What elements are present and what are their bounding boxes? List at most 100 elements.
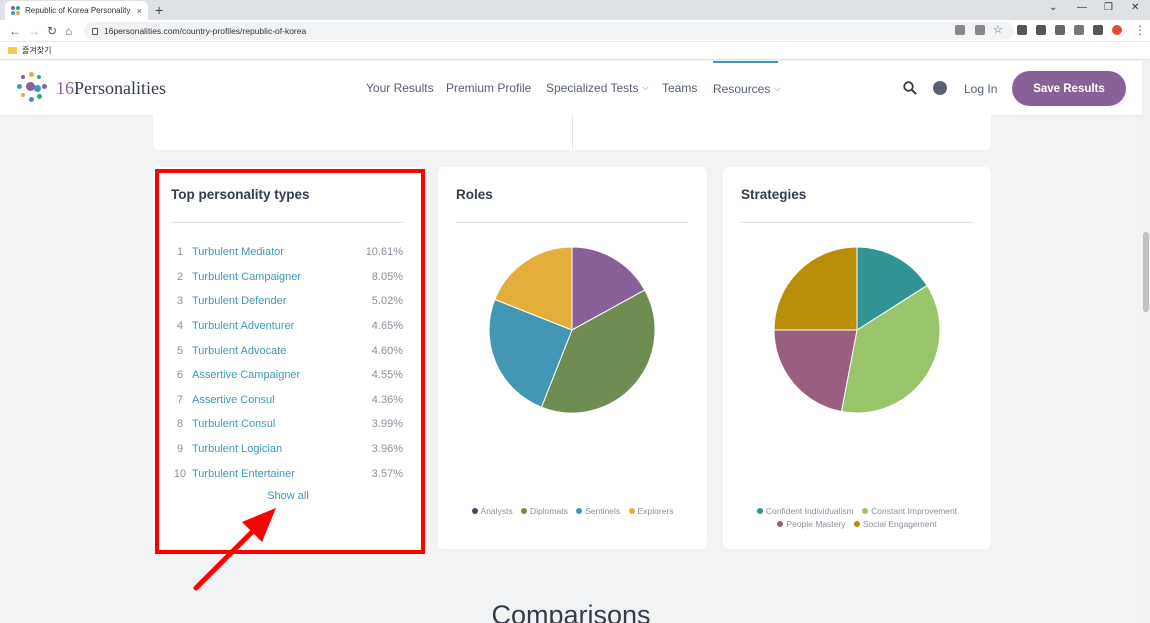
lock-icon <box>92 27 98 35</box>
nav-your-results[interactable]: Your Results <box>366 81 434 95</box>
type-link[interactable]: Turbulent Advocate <box>192 344 287 357</box>
pie-slice-confident-individualism <box>856 246 928 331</box>
type-percentage: 4.55% <box>371 369 403 382</box>
rank-number: 4 <box>176 320 184 333</box>
rank-number: 7 <box>176 393 184 406</box>
card-title: Top personality types <box>171 187 310 202</box>
scrollbar-thumb[interactable] <box>1143 232 1149 312</box>
search-icon[interactable] <box>903 81 917 95</box>
address-bar[interactable]: 16personalities.com/country-profiles/rep… <box>84 22 1014 40</box>
extension-2-icon[interactable] <box>1036 25 1046 35</box>
pie-slice-people-mastery <box>773 329 858 413</box>
chevron-down-icon: ⌵ <box>774 84 781 93</box>
globe-icon[interactable] <box>933 81 947 95</box>
roles-legend: Analysts Diplomats Sentinels Explorers <box>438 505 707 518</box>
minimize-icon[interactable]: — <box>1077 2 1087 13</box>
divider <box>741 222 973 223</box>
list-item[interactable]: 1 Turbulent Mediator 10.61% <box>169 240 403 265</box>
divider <box>456 222 688 223</box>
new-tab-icon[interactable]: + <box>155 2 164 18</box>
type-link[interactable]: Turbulent Campaigner <box>192 270 302 283</box>
type-percentage: 3.96% <box>371 443 403 456</box>
list-item[interactable]: 4 Turbulent Adventurer 4.65% <box>169 314 403 339</box>
divider <box>171 222 403 223</box>
bookmark-folder-label[interactable]: 즐겨찾기 <box>22 46 52 55</box>
type-link[interactable]: Turbulent Logician <box>192 443 283 456</box>
bookmark-star-icon[interactable]: ☆ <box>993 24 1003 36</box>
nav-resources[interactable]: Resources ⌵ <box>713 61 781 115</box>
legend-item-sentinels: Sentinels <box>576 505 620 518</box>
type-percentage: 3.99% <box>371 418 403 431</box>
side-panel-icon[interactable] <box>1093 25 1103 35</box>
rank-number: 8 <box>176 418 184 431</box>
legend-item-analysts: Analysts <box>471 505 513 518</box>
rank-number: 2 <box>176 270 184 283</box>
rank-number: 3 <box>176 295 184 308</box>
profile-avatar-icon[interactable] <box>1112 25 1122 35</box>
rank-number: 5 <box>176 344 184 357</box>
strategies-pie-chart <box>773 246 941 414</box>
type-percentage: 10.61% <box>365 246 403 259</box>
list-item[interactable]: 2 Turbulent Campaigner 8.05% <box>169 265 403 290</box>
back-icon[interactable]: ← <box>9 24 21 38</box>
type-percentage: 5.02% <box>371 295 403 308</box>
chevron-down-icon[interactable]: ⌄ <box>1049 2 1058 13</box>
type-link[interactable]: Turbulent Defender <box>192 295 287 308</box>
extension-1-icon[interactable] <box>1017 25 1027 35</box>
type-link[interactable]: Assertive Consul <box>192 393 275 406</box>
nav-premium-profile[interactable]: Premium Profile <box>446 81 532 95</box>
list-item[interactable]: 9 Turbulent Logician 3.96% <box>169 437 403 462</box>
folder-icon <box>8 47 17 54</box>
extensions-puzzle-icon[interactable] <box>1055 25 1065 35</box>
save-results-button[interactable]: Save Results <box>1012 71 1126 106</box>
list-item[interactable]: 10 Turbulent Entertainer 3.57% <box>169 461 403 486</box>
type-percentage: 8.05% <box>371 270 403 283</box>
forward-icon[interactable]: → <box>28 24 40 38</box>
browser-tab[interactable]: Republic of Korea Personality P × <box>5 1 148 20</box>
roles-card: Roles Analysts Diplomats Sentinels Explo… <box>438 167 707 549</box>
reading-list-icon[interactable] <box>1074 25 1084 35</box>
list-item[interactable]: 6 Assertive Campaigner 4.55% <box>169 363 403 388</box>
legend-item-constant-improvement: Constant Improvement <box>862 505 957 518</box>
translate-icon[interactable] <box>955 25 965 35</box>
brand-name[interactable]: 16Personalities <box>56 78 166 98</box>
rank-number: 9 <box>176 443 184 456</box>
nav-specialized-tests[interactable]: Specialized Tests ⌵ <box>546 81 649 95</box>
chevron-down-icon: ⌵ <box>642 83 649 92</box>
logo-icon[interactable] <box>17 72 50 105</box>
list-item[interactable]: 7 Assertive Consul 4.36% <box>169 388 403 413</box>
pie-slice-social-engagement <box>773 246 858 331</box>
menu-kebab-icon[interactable]: ⋮ <box>1134 23 1146 37</box>
window-close-icon[interactable]: ✕ <box>1131 2 1140 13</box>
tab-close-icon[interactable]: × <box>136 5 142 16</box>
strategies-legend: Confident Individualism Constant Improve… <box>723 505 991 531</box>
list-item[interactable]: 8 Turbulent Consul 3.99% <box>169 412 403 437</box>
restore-icon[interactable]: ❐ <box>1104 2 1113 13</box>
type-link[interactable]: Assertive Campaigner <box>192 369 301 382</box>
type-percentage: 4.60% <box>371 344 403 357</box>
list-item[interactable]: 5 Turbulent Advocate 4.60% <box>169 338 403 363</box>
list-item[interactable]: 3 Turbulent Defender 5.02% <box>169 289 403 314</box>
legend-item-people-mastery: People Mastery <box>777 518 845 531</box>
browser-toolbar: ← → ↻ ⌂ 16personalities.com/country-prof… <box>0 20 1150 42</box>
legend-item-diplomats: Diplomats <box>521 505 568 518</box>
previous-card-row <box>153 115 991 150</box>
url-text: 16personalities.com/country-profiles/rep… <box>104 26 307 36</box>
home-icon[interactable]: ⌂ <box>65 24 73 38</box>
reload-icon[interactable]: ↻ <box>47 24 58 38</box>
browser-tabbar: Republic of Korea Personality P × + ⌄ — … <box>0 0 1150 20</box>
roles-pie-chart <box>488 246 656 414</box>
type-link[interactable]: Turbulent Mediator <box>192 246 284 259</box>
legend-item-confident-individualism: Confident Individualism <box>756 505 854 518</box>
scrollbar[interactable] <box>1142 61 1150 623</box>
rank-number: 10 <box>173 467 187 480</box>
login-link[interactable]: Log In <box>964 82 998 96</box>
show-all-link[interactable]: Show all <box>267 490 309 502</box>
type-link[interactable]: Turbulent Consul <box>192 418 276 431</box>
type-percentage: 4.65% <box>371 320 403 333</box>
type-link[interactable]: Turbulent Adventurer <box>192 320 295 333</box>
type-link[interactable]: Turbulent Entertainer <box>192 467 295 480</box>
share-icon[interactable] <box>975 25 985 35</box>
nav-teams[interactable]: Teams <box>662 81 698 95</box>
type-percentage: 4.36% <box>371 393 403 406</box>
